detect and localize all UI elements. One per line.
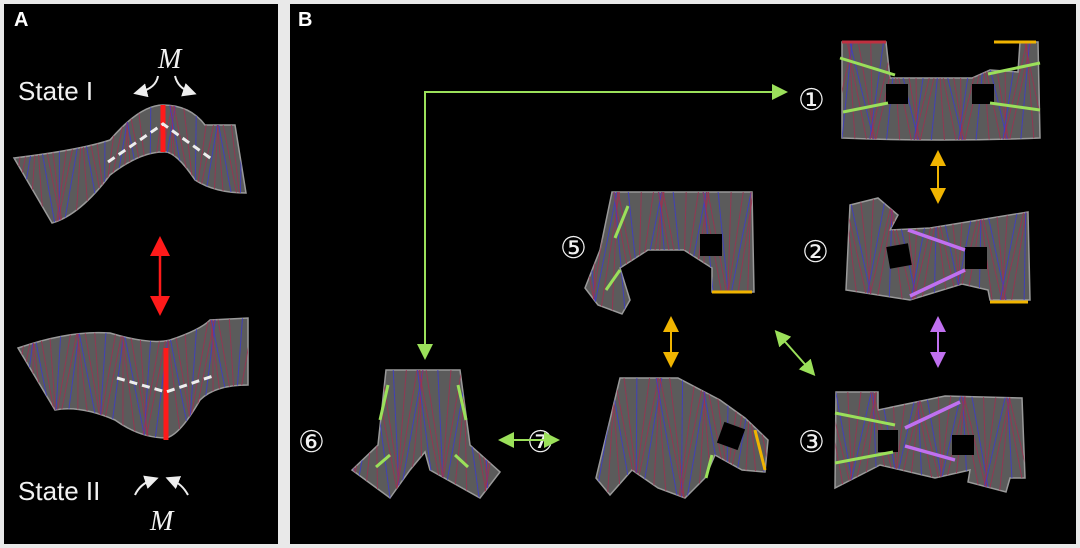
fold-line: [655, 378, 678, 498]
state-6-number: ⑥: [298, 425, 325, 460]
fold-line: [678, 378, 696, 498]
state-1-crease: [842, 101, 889, 114]
panel-b: B ① ②: [290, 4, 1076, 544]
fold-line: [868, 198, 894, 300]
panel-b-label: B: [298, 9, 312, 31]
fold-line: [119, 318, 137, 438]
moment-arrow-right-icon: [165, 476, 189, 496]
state-1-label: State I: [18, 76, 93, 106]
state-2-fold-angle: [116, 374, 214, 394]
fold-line: [938, 392, 962, 492]
state-3-hole: [878, 430, 898, 452]
fold-line: [1002, 198, 1028, 300]
fold-line: [1004, 392, 1025, 492]
state-1-hole: [972, 84, 994, 104]
state-3: [834, 391, 1026, 493]
fold-line: [399, 370, 424, 498]
fold-line: [440, 370, 452, 498]
state-2-crease: [907, 228, 966, 252]
fold-line: [1007, 392, 1025, 492]
fold-line: [1024, 42, 1040, 140]
transition-arrow-6-to-1-icon: [417, 84, 788, 360]
fold-line: [392, 370, 401, 498]
fold-line: [120, 318, 146, 438]
fold-line: [849, 198, 873, 300]
state-3-crease: [904, 400, 961, 430]
state-1-crease: [839, 56, 896, 77]
state-1-number: ①: [798, 83, 825, 118]
fold-line: [1025, 42, 1035, 140]
state-3-number: ③: [798, 425, 825, 460]
fold-line: [679, 378, 705, 498]
state-1-hole: [886, 84, 908, 104]
state-6-crease: [375, 453, 391, 469]
fold-line: [869, 42, 885, 140]
state-7-hole: [716, 421, 746, 451]
fold-line: [1003, 42, 1028, 140]
fold-line: [849, 42, 875, 140]
fold-line: [999, 198, 1021, 300]
state-3-crease: [834, 450, 894, 465]
state-6-crease: [456, 384, 468, 421]
fold-line: [835, 392, 845, 492]
moment-arrow-left-icon: [134, 475, 159, 496]
fold-line: [848, 392, 862, 492]
state-2-number: ②: [802, 235, 829, 270]
state-2-hole: [886, 243, 912, 269]
fold-line: [915, 392, 935, 492]
fold-line: [983, 392, 997, 492]
fold-line: [853, 392, 877, 492]
state-7-edge: [753, 429, 767, 471]
state-2-label: State II: [18, 476, 100, 506]
state-1-crease: [987, 61, 1041, 76]
state-5-number: ⑤: [560, 231, 587, 266]
state-1-crease: [989, 101, 1041, 112]
state-2-crease: [909, 268, 966, 298]
fold-line: [983, 392, 1007, 492]
state-6-crease: [378, 384, 390, 421]
fold-line: [865, 198, 886, 300]
state-7-number: ⑦: [527, 425, 554, 460]
state-3-hole: [952, 435, 974, 455]
moment-label-bottom: M: [149, 506, 175, 537]
moment-label-top: M: [157, 44, 183, 75]
fold-line: [394, 370, 418, 498]
transition-arrow-5-3-icon: [774, 330, 816, 376]
fold-line: [962, 392, 988, 492]
moment-arrow-right-icon: [174, 75, 197, 97]
fold-line: [917, 392, 943, 492]
state-5-hole: [700, 234, 722, 256]
fold-line: [848, 392, 872, 492]
state-1-sheet: [12, 104, 247, 224]
state-7-crease: [704, 454, 714, 479]
state-6-crease: [453, 453, 470, 469]
panel-a-label: A: [14, 9, 28, 31]
fold-line: [1023, 198, 1027, 300]
state-3-crease: [834, 411, 896, 427]
fold-line: [846, 42, 868, 140]
fold-line: [835, 392, 853, 492]
panel-a: A State I M State II M: [4, 4, 278, 544]
state-3-crease: [904, 444, 956, 462]
fold-line: [395, 370, 407, 498]
state-2-hole: [965, 247, 987, 269]
fold-line: [656, 378, 667, 498]
fold-line: [842, 42, 854, 140]
fold-line: [659, 378, 685, 498]
fold-line: [988, 392, 1012, 492]
fold-line: [437, 370, 445, 498]
moment-arrow-left-icon: [133, 75, 159, 98]
state-1-fold-angle: [107, 122, 214, 164]
